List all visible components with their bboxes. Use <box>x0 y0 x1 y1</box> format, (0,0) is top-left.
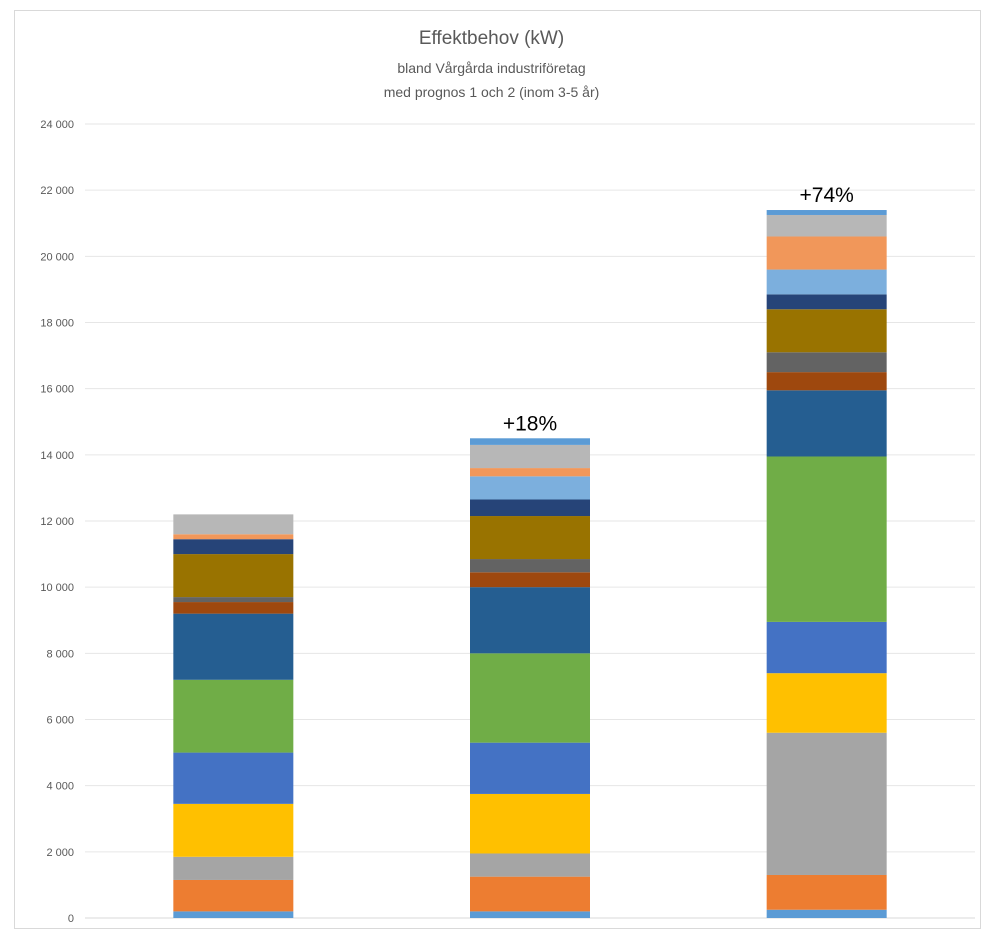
bar-segment-2-6 <box>470 653 590 743</box>
bar-segment-1-2 <box>173 879 294 912</box>
bar-segment-2-10 <box>470 516 590 560</box>
growth-annotation-3: +74% <box>800 184 854 207</box>
bar-segment-2-1 <box>470 911 590 918</box>
y-tick-label: 0 <box>68 913 74 925</box>
y-tick-label: 14 000 <box>40 450 74 462</box>
bar-segment-2-2 <box>470 876 590 912</box>
bar-segment-1-10 <box>173 554 294 598</box>
bar-segment-3-11 <box>766 294 887 310</box>
y-tick-label: 6 000 <box>46 715 74 727</box>
y-tick-label: 24 000 <box>40 119 74 131</box>
bar-segment-3-12 <box>766 269 887 295</box>
chart-subtitle-line-1: bland Vårgårda industriföretag <box>397 60 586 76</box>
bar-segment-2-13 <box>470 468 590 477</box>
chart-title: Effektbehov (kW) <box>418 28 565 49</box>
bar-segment-2-15 <box>470 438 590 445</box>
bar-segment-3-2 <box>766 874 887 910</box>
bar-segment-3-15 <box>766 210 887 215</box>
bar-segment-3-5 <box>766 621 887 674</box>
bar-segment-1-1 <box>173 911 294 918</box>
y-tick-label: 12 000 <box>40 516 74 528</box>
bar-segment-1-9 <box>173 597 294 603</box>
bar-segment-3-3 <box>766 732 887 875</box>
bars <box>173 210 887 918</box>
y-tick-label: 10 000 <box>40 582 74 594</box>
y-tick-label: 2 000 <box>46 847 74 859</box>
bar-segment-3-4 <box>766 673 887 733</box>
bar-segment-3-7 <box>766 390 887 457</box>
annotations: +18% +74% <box>503 184 854 435</box>
bar-segment-1-8 <box>173 602 294 614</box>
bar-segment-2-11 <box>470 499 590 517</box>
bar-segment-1-4 <box>173 803 294 857</box>
bar-segment-1-14 <box>173 514 294 535</box>
bar-segment-3-13 <box>766 236 887 270</box>
bar-segment-3-8 <box>766 372 887 391</box>
y-tick-label: 22 000 <box>40 185 74 197</box>
y-axis: 0 2 000 4 000 6 000 8 000 10 000 12 000 14 000 1… <box>40 119 74 925</box>
bar-segment-2-9 <box>470 559 590 573</box>
bar-segment-1-13 <box>173 534 294 540</box>
y-tick-label: 20 000 <box>40 251 74 263</box>
bar-segment-3-9 <box>766 352 887 373</box>
bar-segment-3-10 <box>766 309 887 353</box>
y-tick-label: 4 000 <box>46 781 74 793</box>
bar-segment-2-14 <box>470 444 590 469</box>
bar-segment-1-7 <box>173 613 294 680</box>
bar-segment-3-14 <box>766 214 887 237</box>
bar-segment-1-11 <box>173 539 294 555</box>
bar-segment-2-12 <box>470 476 590 500</box>
bar-segment-1-6 <box>173 679 294 753</box>
bar-segment-2-3 <box>470 853 590 877</box>
y-tick-label: 16 000 <box>40 384 74 396</box>
y-tick-label: 8 000 <box>46 648 74 660</box>
chart-subtitle-line-2: med prognos 1 och 2 (inom 3-5 år) <box>383 84 600 100</box>
bar-segment-2-5 <box>470 742 590 794</box>
bar-segment-2-4 <box>470 793 590 854</box>
growth-annotation-2: +18% <box>503 412 557 435</box>
bar-segment-2-7 <box>470 587 590 654</box>
bar-segment-3-6 <box>766 456 887 622</box>
bar-segment-2-8 <box>470 572 590 588</box>
bar-segment-1-5 <box>173 752 294 804</box>
y-tick-label: 18 000 <box>40 318 74 330</box>
bar-segment-3-1 <box>766 909 887 918</box>
bar-segment-1-3 <box>173 856 294 880</box>
